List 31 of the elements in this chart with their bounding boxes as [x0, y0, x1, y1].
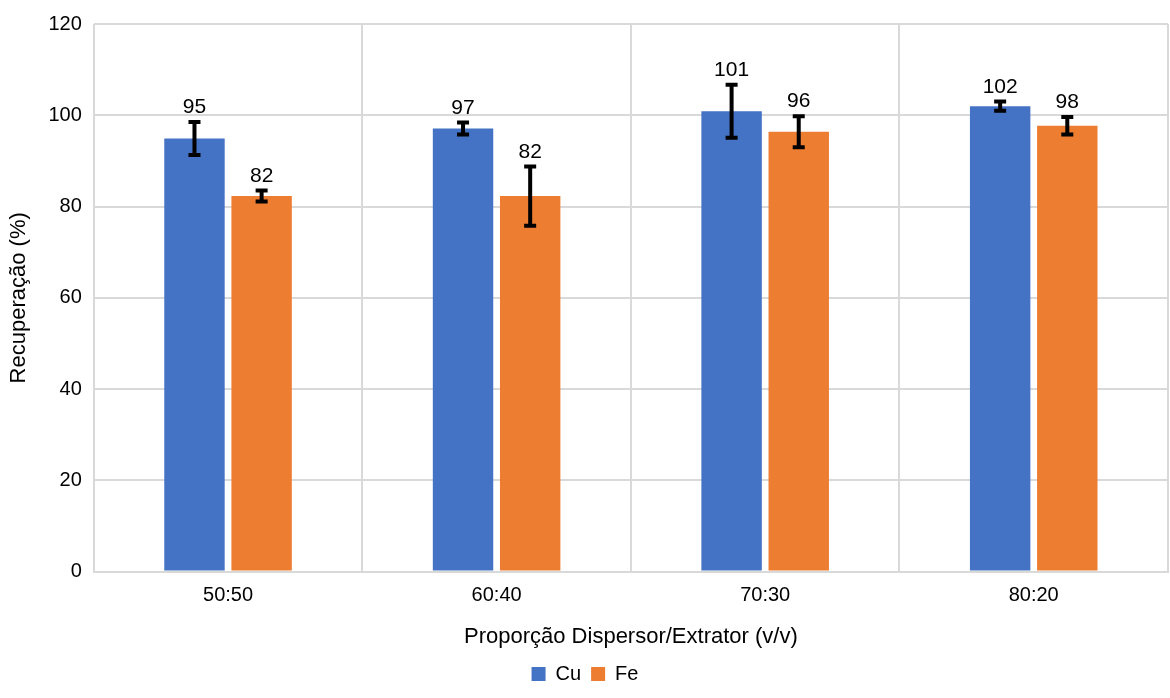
x-tick-label: 60:40 [471, 583, 522, 606]
y-tick-label: 120 [48, 11, 82, 34]
data-label: 95 [182, 94, 207, 118]
bar [432, 128, 494, 571]
bar [701, 111, 762, 571]
bar [1037, 125, 1098, 571]
data-label: 98 [1055, 89, 1079, 113]
x-axis-title: Proporção Dispersor/Extrator (v/v) [464, 622, 798, 648]
legend-label: Cu [555, 661, 582, 684]
y-tick-label: 100 [48, 102, 82, 125]
y-tick-label: 40 [59, 376, 82, 399]
y-tick-label: 20 [59, 467, 82, 490]
data-label: 96 [787, 88, 811, 112]
data-label: 82 [249, 162, 274, 186]
legend-label: Fe [615, 661, 639, 684]
data-label: 102 [982, 73, 1018, 97]
y-tick-label: 80 [59, 194, 82, 217]
bar [164, 138, 225, 571]
x-tick-label: 70:30 [740, 583, 791, 606]
bar [499, 196, 561, 571]
data-label: 82 [518, 138, 542, 162]
bar [768, 131, 829, 571]
x-tick-label: 50:50 [203, 583, 254, 606]
y-tick-label: 60 [59, 285, 82, 308]
bar [231, 196, 292, 571]
data-label: 97 [451, 94, 475, 118]
bar [969, 106, 1031, 571]
data-label: 101 [714, 56, 750, 80]
x-tick-label: 80:20 [1008, 583, 1059, 606]
y-axis-title: Recuperação (%) [5, 212, 31, 384]
y-tick-label: 0 [70, 559, 82, 582]
